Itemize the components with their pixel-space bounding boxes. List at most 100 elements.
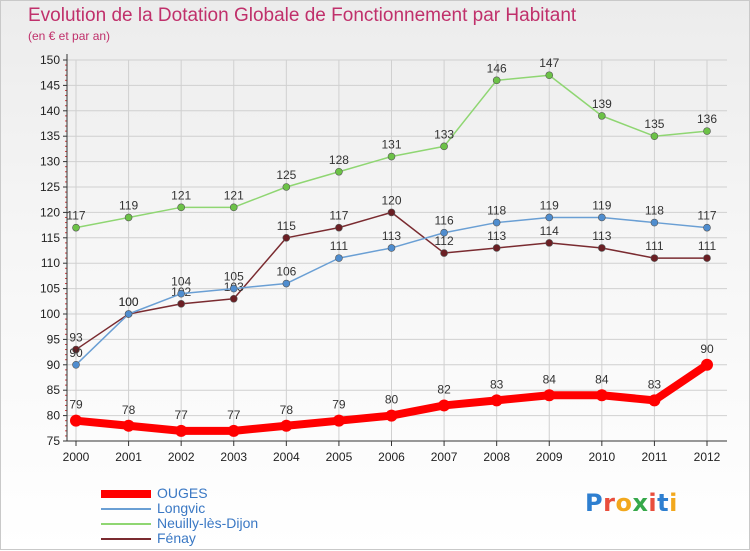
data-point-ouges <box>175 424 188 437</box>
data-label-ouges: 83 <box>648 377 662 391</box>
data-label-ouges: 79 <box>69 398 83 412</box>
data-point-f-nay <box>335 223 343 232</box>
data-label-ouges: 79 <box>332 398 346 412</box>
data-point-longvic <box>335 254 343 262</box>
legend-label-ouges: OUGES <box>157 485 208 501</box>
data-point-neuilly-l-s-dijon <box>545 71 554 80</box>
data-label-longvic: 118 <box>645 204 664 218</box>
data-point-f-nay <box>598 244 606 252</box>
legend-swatch-f-nay <box>101 538 151 540</box>
data-label-longvic: 104 <box>171 275 191 289</box>
data-point-f-nay <box>650 254 659 262</box>
data-point-ouges <box>648 394 661 407</box>
data-point-longvic <box>703 223 711 232</box>
data-label-f-nay: 117 <box>329 209 348 223</box>
data-label-longvic: 118 <box>487 204 506 218</box>
data-point-neuilly-l-s-dijon <box>650 132 659 140</box>
data-label-ouges: 82 <box>437 382 451 396</box>
data-point-longvic <box>72 360 80 369</box>
data-point-longvic <box>492 218 501 227</box>
data-point-f-nay <box>703 254 711 262</box>
x-tick-label: 2008 <box>483 450 510 464</box>
y-tick-label: 140 <box>40 104 60 118</box>
data-label-f-nay: 112 <box>435 234 454 248</box>
data-label-f-nay: 114 <box>540 224 559 238</box>
data-point-longvic <box>545 213 554 222</box>
data-point-longvic <box>387 244 396 252</box>
x-tick-label: 2007 <box>431 450 458 464</box>
data-label-f-nay: 120 <box>381 193 401 207</box>
x-tick-label: 2012 <box>694 450 721 464</box>
data-label-neuilly-l-s-dijon: 146 <box>487 61 507 75</box>
legend-label-f-nay: Fénay <box>157 530 196 546</box>
data-point-f-nay <box>282 234 291 242</box>
data-label-longvic: 105 <box>224 270 244 284</box>
proxiti-logo: Proxiti <box>585 489 678 517</box>
data-label-f-nay: 111 <box>645 239 664 253</box>
y-tick-label: 95 <box>47 332 61 346</box>
data-label-ouges: 78 <box>280 403 294 417</box>
legend-label-neuilly-l-s-dijon: Neuilly-lès-Dijon <box>157 515 259 531</box>
x-tick-label: 2001 <box>115 450 142 464</box>
y-tick-label: 80 <box>47 409 61 423</box>
legend-label-longvic: Longvic <box>157 500 206 516</box>
y-tick-label: 105 <box>40 282 60 296</box>
data-point-neuilly-l-s-dijon <box>72 223 80 232</box>
x-tick-label: 2003 <box>220 450 247 464</box>
data-label-neuilly-l-s-dijon: 133 <box>434 127 454 141</box>
data-point-f-nay <box>440 249 448 257</box>
data-point-neuilly-l-s-dijon <box>282 183 291 191</box>
x-tick-label: 2006 <box>378 450 405 464</box>
data-point-neuilly-l-s-dijon <box>124 213 133 222</box>
data-label-neuilly-l-s-dijon: 119 <box>119 198 138 212</box>
plot-area <box>67 60 727 441</box>
y-tick-label: 90 <box>47 358 61 372</box>
data-point-longvic <box>598 213 606 222</box>
data-point-ouges <box>332 414 345 427</box>
data-point-longvic <box>177 289 185 298</box>
data-point-ouges <box>385 409 398 422</box>
y-tick-label: 130 <box>40 155 60 169</box>
data-point-f-nay <box>492 244 501 252</box>
data-label-f-nay: 115 <box>277 219 296 233</box>
data-point-ouges <box>595 389 608 402</box>
logo-letter: i <box>669 489 678 517</box>
data-label-neuilly-l-s-dijon: 121 <box>224 188 244 202</box>
data-point-neuilly-l-s-dijon <box>703 127 711 135</box>
data-point-neuilly-l-s-dijon <box>177 203 185 212</box>
data-point-neuilly-l-s-dijon <box>229 203 238 212</box>
data-point-f-nay <box>229 294 238 303</box>
y-tick-label: 115 <box>41 231 60 245</box>
data-label-neuilly-l-s-dijon: 117 <box>66 209 85 223</box>
data-label-ouges: 80 <box>385 393 399 407</box>
data-label-longvic: 100 <box>119 295 139 309</box>
legend-item-longvic: Longvic <box>101 500 341 516</box>
legend-item-f-nay: Fénay <box>101 530 341 546</box>
data-point-f-nay <box>387 208 396 217</box>
data-point-ouges <box>438 399 451 412</box>
data-label-ouges: 78 <box>122 403 136 417</box>
data-label-longvic: 119 <box>592 198 611 212</box>
data-point-ouges <box>122 419 135 432</box>
data-label-ouges: 90 <box>700 342 714 356</box>
legend: OUGES Longvic Neuilly-lès-Dijon Fénay <box>101 485 341 546</box>
data-point-f-nay <box>72 345 80 354</box>
chart-title: Evolution de la Dotation Globale de Fonc… <box>28 5 577 26</box>
data-point-f-nay <box>177 300 185 308</box>
y-tick-label: 150 <box>40 53 60 67</box>
logo-letter: r <box>603 489 616 517</box>
logo-letter: P <box>585 489 604 517</box>
data-label-longvic: 116 <box>435 214 454 228</box>
x-tick-label: 2000 <box>63 450 90 464</box>
data-label-neuilly-l-s-dijon: 135 <box>644 117 664 131</box>
data-label-f-nay: 93 <box>69 331 83 345</box>
data-point-neuilly-l-s-dijon <box>387 152 396 161</box>
data-point-ouges <box>543 389 556 402</box>
data-label-f-nay: 111 <box>698 239 717 253</box>
y-tick-label: 125 <box>40 180 60 194</box>
data-point-longvic <box>124 310 133 318</box>
data-point-ouges <box>490 394 503 407</box>
data-label-ouges: 84 <box>543 372 557 386</box>
